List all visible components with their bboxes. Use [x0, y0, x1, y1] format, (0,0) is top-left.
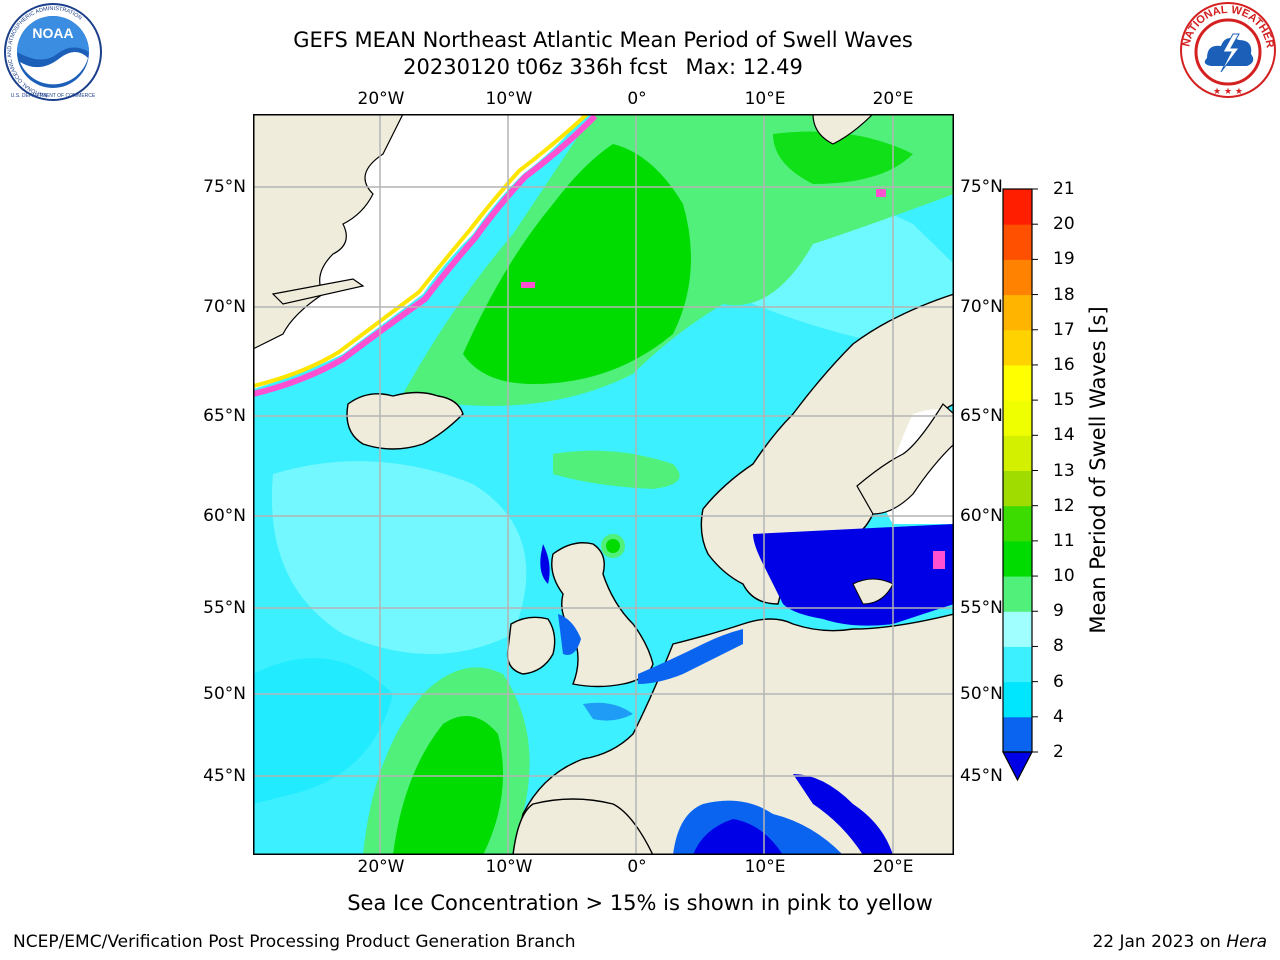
lat-label-right-45n: 45°N [960, 766, 1003, 786]
colorbar-segment [1003, 611, 1032, 647]
ice-edge [253, 114, 598, 397]
lat-label-right-65n: 65°N [960, 406, 1003, 426]
noaa-logo-label: NOAA [32, 25, 73, 41]
colorbar-segment [1003, 400, 1032, 436]
lon-label-top-10w: 10°W [485, 89, 533, 109]
lat-label-left-50n: 50°N [203, 684, 246, 704]
svg-text:★ ★ ★: ★ ★ ★ [1213, 87, 1243, 97]
lat-label-right-70n: 70°N [960, 297, 1003, 317]
lat-label-left-60n: 60°N [203, 506, 246, 526]
colorbar-tick-label: 13 [1053, 460, 1075, 481]
colorbar-tick-label: 6 [1053, 671, 1064, 692]
colorbar-segment [1003, 294, 1032, 331]
lon-label-bottom-10e: 10°E [744, 857, 786, 877]
lon-label-bottom-0: 0° [627, 857, 647, 877]
colorbar-segment [1003, 470, 1032, 507]
svalbard-land [812, 114, 874, 145]
baltic-sea [753, 524, 954, 626]
colorbar-segment [1003, 329, 1032, 366]
colorbar-extend-arrow [1002, 751, 1033, 782]
lat-label-left-45n: 45°N [203, 766, 246, 786]
lat-label-left-65n: 65°N [203, 406, 246, 426]
colorbar-segment [1003, 224, 1032, 260]
map-title: GEFS MEAN Northeast Atlantic Mean Period… [293, 28, 913, 52]
sea-ice-note: Sea Ice Concentration > 15% is shown in … [347, 891, 933, 915]
colorbar-segment [1003, 259, 1032, 296]
colorbar-tick-label: 21 [1053, 179, 1075, 199]
lon-label-top-20e: 20°E [872, 89, 914, 109]
lon-label-bottom-20e: 20°E [872, 857, 914, 877]
swell-9s-zone [271, 461, 527, 654]
noaa-logo: NOAA NATIONAL OCEANIC AND ATMOSPHERIC AD… [4, 3, 102, 101]
colorbar-tick-label: 19 [1053, 249, 1075, 270]
lat-label-right-60n: 60°N [960, 506, 1003, 526]
nws-logo: NATIONAL WEATHER SERVICE ★ ★ ★ [1177, 0, 1276, 98]
lon-label-bottom-20w: 20°W [357, 857, 405, 877]
iceland-land [346, 391, 464, 450]
colorbar-tick-label: 12 [1053, 495, 1075, 516]
colorbar-tick-label: 8 [1053, 636, 1064, 657]
colorbar-tick-label: 20 [1053, 214, 1075, 235]
lat-label-left-75n: 75°N [203, 177, 246, 197]
colorbar-segment [1003, 435, 1032, 471]
colorbar-segment [1003, 364, 1032, 401]
colorbar-tick-label: 11 [1053, 530, 1075, 551]
map-subtitle: 20230120 t06z 336h fcst Max: 12.49 [0, 54, 1206, 80]
colorbar-tick-label: 18 [1053, 284, 1075, 305]
colorbar-tick-label: 14 [1053, 425, 1075, 446]
colorbar-tick-label: 9 [1053, 601, 1064, 622]
footer-credit: NCEP/EMC/Verification Post Processing Pr… [13, 932, 576, 952]
colorbar-segment [1003, 646, 1032, 683]
continental-europe-land [512, 613, 954, 855]
colorbar-tick-label: 10 [1053, 566, 1075, 587]
graticule [253, 114, 954, 855]
colorbar-segment [1003, 189, 1032, 225]
colorbar-segment [1003, 716, 1032, 753]
colorbar [1002, 188, 1038, 782]
colorbar-tick-label: 4 [1053, 706, 1064, 727]
lon-label-top-20w: 20°W [357, 89, 405, 109]
max-value: Max: 12.49 [685, 55, 803, 79]
colorbar-segment [1003, 505, 1032, 542]
footer-machine: Hera [1226, 932, 1267, 952]
colorbar-title: Mean Period of Swell Waves [s] [1086, 306, 1110, 634]
colorbar-tick-label: 2 [1053, 742, 1064, 762]
colorbar-segment [1003, 576, 1032, 612]
lon-label-bottom-10w: 10°W [485, 857, 533, 877]
noaa-ring-bottom-text: U.S. DEPARTMENT OF COMMERCE [11, 93, 96, 99]
map-panel [253, 114, 954, 855]
footer-date: 22 Jan 2023 on Hera [1092, 932, 1267, 952]
forecast-run: 20230120 t06z 336h fcst [403, 55, 668, 79]
ireland-land [506, 616, 556, 675]
lat-label-left-70n: 70°N [203, 297, 246, 317]
colorbar-segment [1003, 540, 1032, 577]
lat-label-right-75n: 75°N [960, 177, 1003, 197]
footer-date-text: 22 Jan 2023 on [1092, 932, 1227, 952]
lat-label-left-55n: 55°N [203, 598, 246, 618]
colorbar-tick-label: 17 [1053, 319, 1075, 340]
lat-label-right-55n: 55°N [960, 598, 1003, 618]
lon-label-top-10e: 10°E [744, 89, 786, 109]
colorbar-tick-label: 15 [1053, 390, 1075, 411]
colorbar-tick-label: 16 [1053, 354, 1075, 375]
lat-label-right-50n: 50°N [960, 684, 1003, 704]
lon-label-top-0: 0° [627, 89, 647, 109]
colorbar-segment [1003, 681, 1032, 718]
